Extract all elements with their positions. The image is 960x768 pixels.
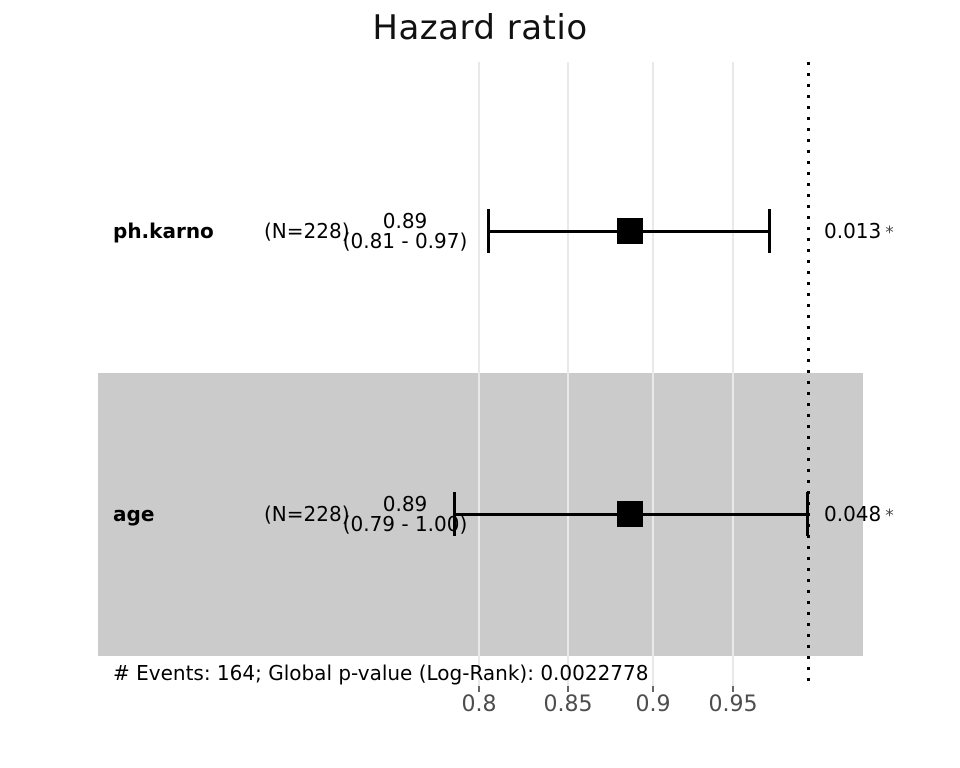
gridline-0.85 bbox=[567, 62, 569, 686]
p-value-ph-karno: 0.013 * bbox=[824, 219, 894, 243]
row-estimate-age: 0.89 (0.79 - 1.00) bbox=[334, 494, 476, 534]
chart-title: Hazard ratio bbox=[372, 8, 588, 48]
hr-ci: (0.81 - 0.97) bbox=[342, 229, 468, 253]
row-estimate-ph-karno: 0.89 (0.81 - 0.97) bbox=[334, 211, 476, 251]
axis-label-0.95: 0.95 bbox=[708, 692, 758, 717]
gridline-0.8 bbox=[478, 62, 480, 686]
row-n-age: (N=228) bbox=[264, 502, 350, 526]
gridline-0.9 bbox=[652, 62, 654, 686]
ci-cap-high bbox=[768, 209, 771, 253]
p-value-age: 0.048 * bbox=[824, 502, 894, 526]
axis-label-0.9: 0.9 bbox=[635, 692, 671, 717]
p-value-text: 0.013 bbox=[824, 219, 882, 243]
axis-label-0.8: 0.8 bbox=[461, 692, 497, 717]
error-bar-age bbox=[453, 492, 809, 536]
axis-tick-0.95 bbox=[732, 686, 734, 692]
axis-label-0.85: 0.85 bbox=[543, 692, 593, 717]
axis-tick-0.9 bbox=[652, 686, 654, 692]
axis-tick-0.8 bbox=[478, 686, 480, 692]
row-label-ph-karno: ph.karno bbox=[113, 219, 214, 243]
p-value-text: 0.048 bbox=[824, 502, 882, 526]
error-bar-ph-karno bbox=[487, 209, 771, 253]
gridline-0.95 bbox=[732, 62, 734, 686]
significance-star: * bbox=[885, 506, 894, 526]
hr-marker bbox=[617, 501, 643, 527]
reference-line-hr1 bbox=[807, 62, 810, 686]
hr-value: 0.89 bbox=[382, 492, 428, 516]
ci-cap-high bbox=[806, 492, 809, 536]
row-label-age: age bbox=[113, 502, 155, 526]
global-stats-footnote: # Events: 164; Global p-value (Log-Rank)… bbox=[113, 661, 649, 685]
hr-ci: (0.79 - 1.00) bbox=[342, 512, 468, 536]
hr-marker bbox=[617, 218, 643, 244]
hr-value: 0.89 bbox=[382, 209, 428, 233]
ci-cap-low bbox=[487, 209, 490, 253]
ci-cap-low bbox=[453, 492, 456, 536]
row-n-ph-karno: (N=228) bbox=[264, 219, 350, 243]
significance-star: * bbox=[885, 223, 894, 243]
axis-tick-0.85 bbox=[567, 686, 569, 692]
